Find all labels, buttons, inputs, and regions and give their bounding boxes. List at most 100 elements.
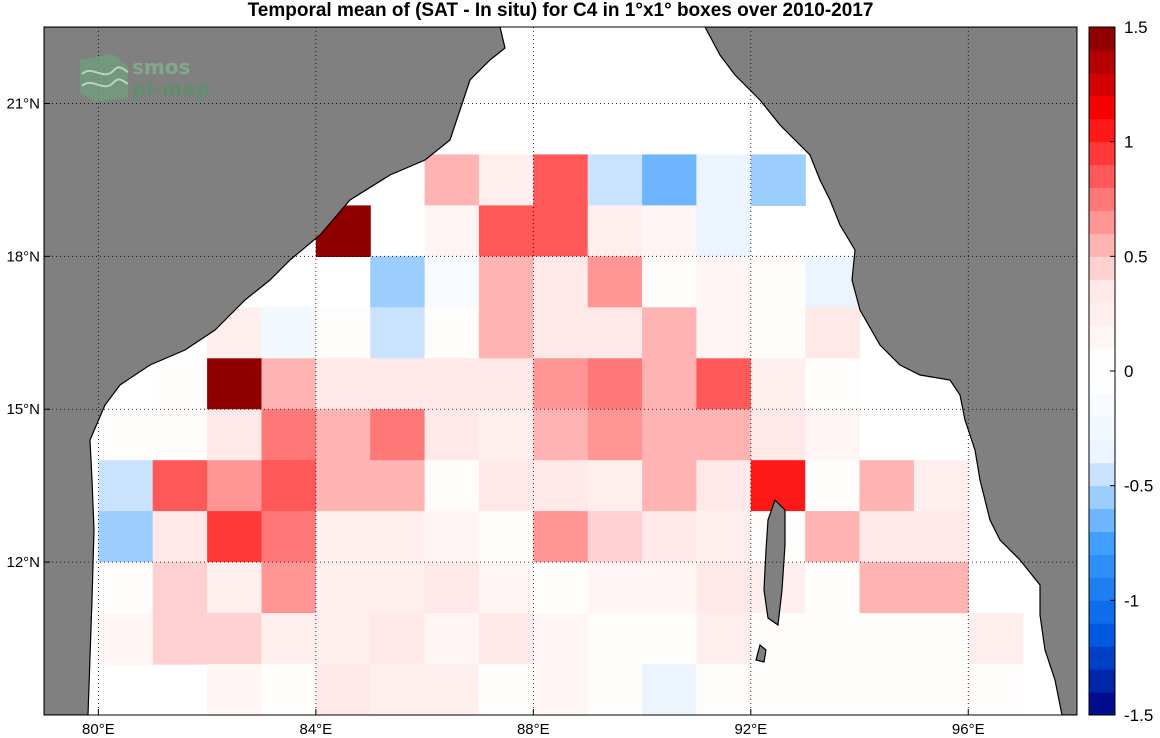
grid-cell bbox=[642, 307, 698, 359]
colorbar-segment bbox=[1089, 692, 1115, 716]
logo-text-pimep: pi-mep bbox=[132, 77, 210, 101]
colorbar-segment bbox=[1089, 233, 1115, 257]
grid-cell bbox=[152, 460, 208, 512]
grid-cell bbox=[859, 613, 915, 665]
grid-cell bbox=[315, 613, 371, 665]
grid-cell bbox=[533, 256, 589, 308]
grid-cell bbox=[642, 562, 698, 614]
grid-cell bbox=[805, 562, 861, 614]
grid-cell bbox=[750, 664, 806, 715]
lat-tick-label: 12°N bbox=[6, 554, 40, 571]
grid-cell bbox=[370, 511, 426, 563]
grid-cell bbox=[696, 613, 752, 665]
grid-cell bbox=[696, 256, 752, 308]
map-plot-area bbox=[44, 27, 1077, 715]
grid-cell bbox=[859, 664, 915, 715]
colorbar-segment bbox=[1089, 508, 1115, 533]
grid-cell bbox=[424, 613, 480, 665]
grid-cell bbox=[913, 460, 969, 512]
grid-cell bbox=[533, 409, 589, 461]
colorbar-segment bbox=[1089, 118, 1115, 143]
map-title: Temporal mean of (SAT - In situ) for C4 … bbox=[247, 0, 874, 21]
grid-cell bbox=[696, 511, 752, 563]
grid-cell bbox=[533, 613, 589, 665]
lon-tick-label: 96°E bbox=[952, 721, 985, 738]
grid-cell bbox=[913, 664, 969, 715]
lon-tick-label: 88°E bbox=[517, 721, 550, 738]
grid-cell bbox=[533, 307, 589, 359]
grid-cell bbox=[533, 358, 589, 410]
colorbar-segment bbox=[1089, 531, 1115, 555]
colorbar-segment bbox=[1089, 669, 1115, 693]
colorbar-tick-label: 0 bbox=[1124, 362, 1133, 381]
lon-tick-label: 84°E bbox=[299, 721, 332, 738]
grid-cell bbox=[642, 358, 698, 410]
grid-cell bbox=[315, 307, 371, 359]
colorbar-segment bbox=[1089, 485, 1115, 510]
grid-cell bbox=[98, 511, 154, 563]
grid-cell bbox=[315, 664, 371, 715]
grid-cell bbox=[750, 256, 806, 308]
grid-cell bbox=[261, 307, 317, 359]
grid-cell bbox=[642, 664, 698, 715]
grid-cell bbox=[587, 460, 643, 512]
grid-cell bbox=[587, 307, 643, 359]
grid-cell bbox=[805, 613, 861, 665]
grid-cell bbox=[859, 562, 915, 614]
grid-cell bbox=[587, 205, 643, 257]
grid-cell bbox=[261, 511, 317, 563]
colorbar-segment bbox=[1089, 577, 1115, 601]
grid-cell bbox=[370, 307, 426, 359]
grid-cell bbox=[805, 511, 861, 563]
grid-cell bbox=[478, 511, 534, 563]
grid-cell bbox=[370, 562, 426, 614]
grid-cell bbox=[859, 511, 915, 563]
grid-cell bbox=[98, 613, 154, 665]
grid-cell bbox=[696, 307, 752, 359]
grid-cell bbox=[478, 358, 534, 410]
grid-cell bbox=[750, 307, 806, 359]
colorbar-tick-label: 0.5 bbox=[1124, 247, 1148, 266]
grid-cell bbox=[805, 256, 861, 308]
grid-cell bbox=[478, 562, 534, 614]
grid-cell bbox=[370, 409, 426, 461]
grid-cell bbox=[315, 562, 371, 614]
grid-cell bbox=[587, 613, 643, 665]
lon-tick-label: 80°E bbox=[82, 721, 115, 738]
grid-cell bbox=[805, 409, 861, 461]
grid-cell bbox=[696, 460, 752, 512]
grid-cell bbox=[750, 409, 806, 461]
grid-cell bbox=[750, 358, 806, 410]
grid-cell bbox=[370, 664, 426, 715]
colorbar-tick-label: 1 bbox=[1124, 133, 1133, 152]
colorbar-segment bbox=[1089, 600, 1115, 624]
grid-cell bbox=[315, 460, 371, 512]
colorbar-segment bbox=[1089, 416, 1115, 441]
logo-text-smos: smos bbox=[132, 55, 190, 79]
grid-cells bbox=[98, 154, 1024, 715]
grid-cell bbox=[261, 409, 317, 461]
land-india bbox=[44, 27, 506, 715]
smos-pimep-logo: smos pi-mep bbox=[80, 54, 210, 102]
grid-cell bbox=[478, 154, 534, 206]
grid-cell bbox=[478, 256, 534, 308]
grid-cell bbox=[587, 358, 643, 410]
colorbar-tick-label: -0.5 bbox=[1124, 477, 1153, 496]
grid-cell bbox=[424, 256, 480, 308]
grid-cell bbox=[859, 460, 915, 512]
colorbar-segment bbox=[1089, 27, 1115, 51]
colorbar-segment bbox=[1089, 164, 1115, 189]
grid-cell bbox=[642, 511, 698, 563]
grid-cell bbox=[207, 664, 263, 715]
colorbar-segment bbox=[1089, 141, 1115, 166]
grid-cell bbox=[152, 511, 208, 563]
grid-cell bbox=[478, 613, 534, 665]
colorbar-segment bbox=[1089, 554, 1115, 578]
colorbar: 1.5 1 0.5 0 -0.5 -1 -1.5 bbox=[1088, 18, 1153, 725]
colorbar-segment bbox=[1089, 302, 1115, 326]
grid-cell bbox=[98, 460, 154, 512]
grid-cell bbox=[696, 358, 752, 410]
grid-cell bbox=[805, 307, 861, 359]
grid-cell bbox=[642, 205, 698, 257]
grid-cell bbox=[642, 613, 698, 665]
